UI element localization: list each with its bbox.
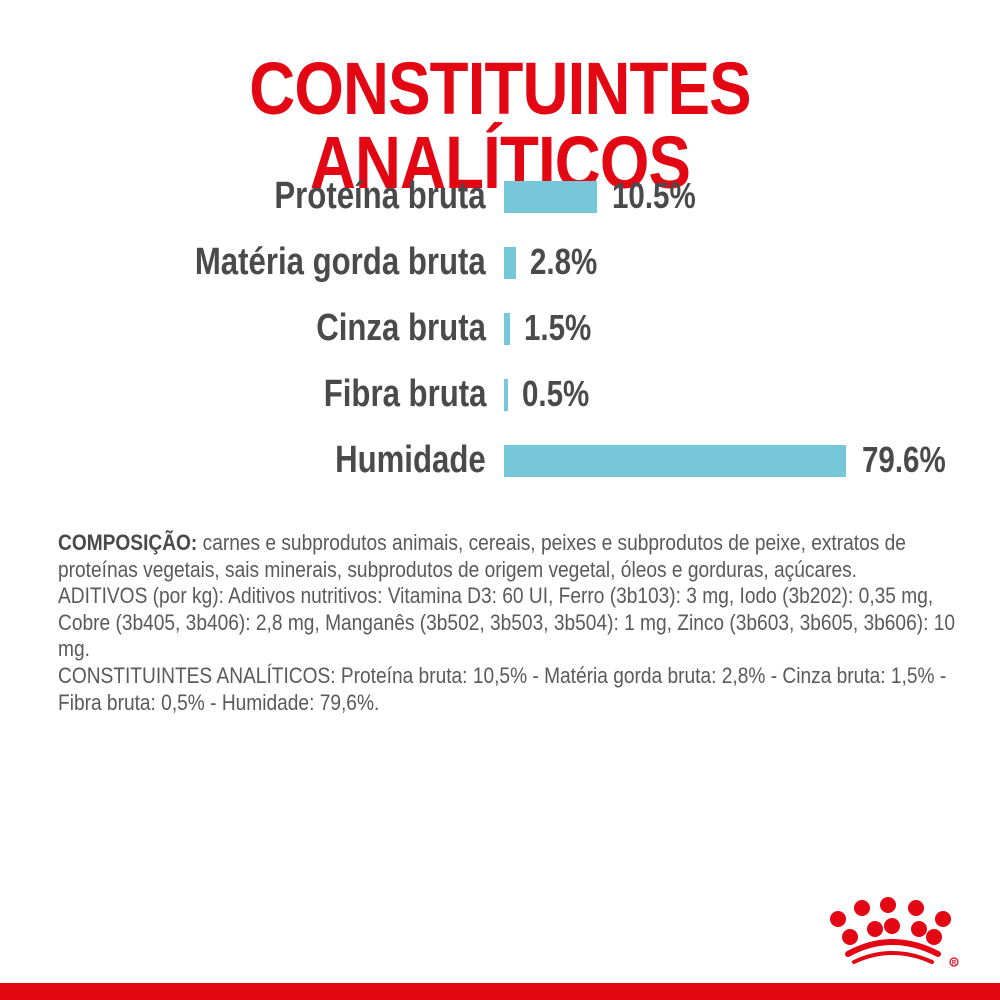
- bar-label: Matéria gorda bruta: [195, 241, 486, 283]
- bar-value: 2.8%: [530, 241, 598, 282]
- composition-body: carnes e subprodutos animais, cereais, p…: [58, 530, 906, 582]
- bar: [504, 247, 517, 279]
- bar-value: 0.5%: [522, 373, 590, 414]
- crown-logo-icon: R: [830, 897, 959, 967]
- composition-heading: COMPOSIÇÃO:: [58, 530, 198, 555]
- analytical-text: CONSTITUINTES ANALÍTICOS: Proteína bruta…: [58, 662, 947, 715]
- chart-row: Fibra bruta 0.5%: [0, 370, 1000, 418]
- chart-row: Cinza bruta 1.5%: [0, 304, 1000, 352]
- bar-value: 79.6%: [862, 439, 946, 480]
- bar-value: 10.5%: [612, 175, 696, 216]
- bar-label: Cinza bruta: [316, 307, 486, 349]
- bottom-red-bar: [0, 983, 1000, 1000]
- svg-text:R: R: [952, 961, 957, 967]
- bar-value: 1.5%: [524, 307, 592, 348]
- chart-row: Humidade 79.6%: [0, 436, 1000, 484]
- bar: [504, 313, 511, 345]
- bar-label: Proteína bruta: [274, 175, 486, 217]
- chart-row: Proteína bruta 10.5%: [0, 172, 1000, 220]
- composition-text: COMPOSIÇÃO: carnes e subprodutos animais…: [58, 530, 963, 716]
- chart-row: Matéria gorda bruta 2.8%: [0, 238, 1000, 286]
- additives-text: ADITIVOS (por kg): Aditivos nutritivos: …: [58, 583, 956, 662]
- page-title: CONSTITUINTES ANALÍTICOS: [249, 47, 751, 204]
- bar: [504, 379, 508, 411]
- bar-label: Humidade: [335, 439, 486, 481]
- bar: [504, 181, 597, 213]
- bar-label: Fibra bruta: [323, 373, 486, 415]
- bar: [504, 445, 846, 477]
